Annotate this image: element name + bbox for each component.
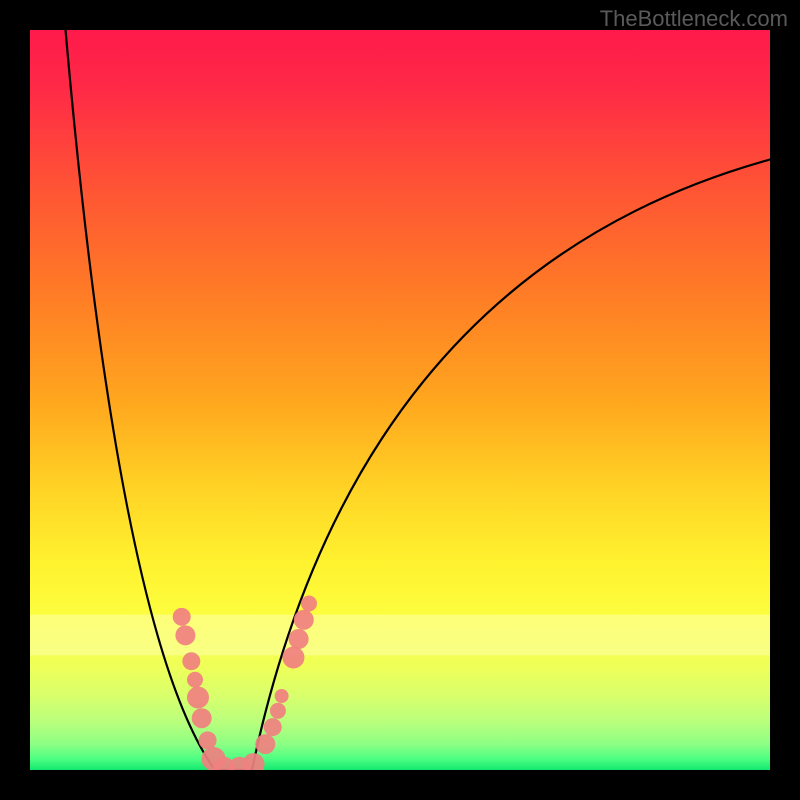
marker-dot xyxy=(282,647,304,669)
marker-dot xyxy=(255,734,275,754)
chart-svg xyxy=(0,0,800,800)
marker-dot xyxy=(301,596,317,612)
marker-dot xyxy=(199,731,217,749)
marker-dot xyxy=(192,708,212,728)
marker-dot xyxy=(275,689,289,703)
marker-dot xyxy=(187,686,209,708)
gradient-background xyxy=(30,30,770,770)
marker-dot xyxy=(270,703,286,719)
marker-dot xyxy=(187,672,203,688)
marker-dot xyxy=(289,629,309,649)
chart-root: TheBottleneck.com xyxy=(0,0,800,800)
highlight-band xyxy=(30,615,770,656)
marker-dot xyxy=(182,652,200,670)
marker-dot xyxy=(264,718,282,736)
marker-dot xyxy=(294,610,314,630)
plot-area xyxy=(30,30,770,779)
marker-dot xyxy=(175,625,195,645)
watermark-text: TheBottleneck.com xyxy=(600,6,788,32)
marker-dot xyxy=(173,608,191,626)
